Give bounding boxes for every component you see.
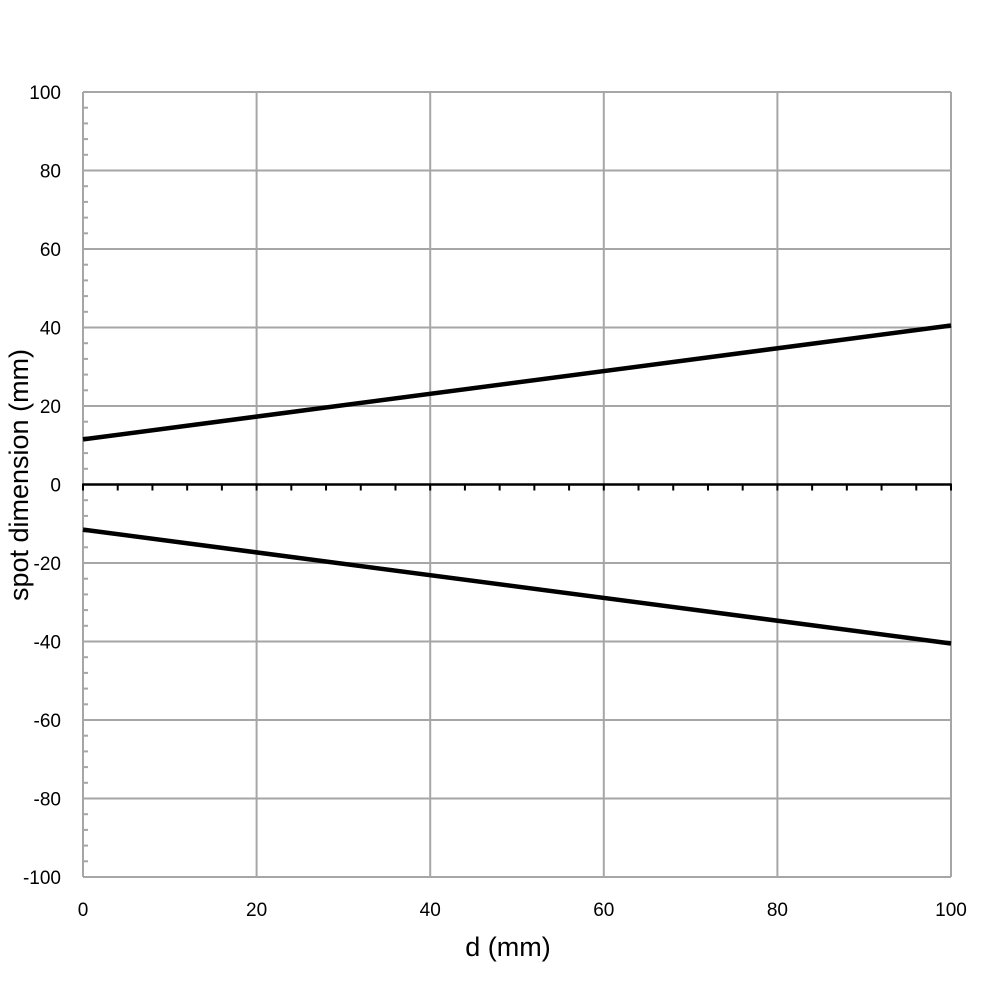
y-tick-labels: 100 80 60 40 20 0 -20 -40 -60 -80 -100 (23, 83, 61, 889)
x-tick-label: 80 (767, 900, 788, 921)
series-line (82, 527, 952, 646)
x-tick-label: 20 (246, 900, 267, 921)
y-tick-label: 80 (40, 162, 61, 183)
x-tick-labels: 0 20 40 60 80 100 (78, 900, 967, 921)
y-tick-label: 60 (40, 240, 61, 261)
x-tick-label: 100 (935, 900, 967, 921)
x-tick-label: 60 (593, 900, 614, 921)
y-tick-label: -100 (23, 868, 61, 889)
y-tick-label: 0 (50, 476, 61, 497)
y-tick-label: 40 (40, 319, 61, 340)
y-tick-label: -60 (34, 711, 61, 732)
zero-axis (82, 483, 952, 491)
x-tick-label: 40 (420, 900, 441, 921)
x-tick-label: 0 (78, 900, 89, 921)
series-line (82, 323, 952, 442)
x-axis-title: d (mm) (465, 932, 550, 962)
y-tick-label: -40 (34, 633, 61, 654)
y-tick-label: -20 (34, 554, 61, 575)
y-tick-label: 100 (29, 83, 61, 104)
y-tick-label: 20 (40, 397, 61, 418)
series-layer (82, 323, 952, 646)
y-tick-label: -80 (34, 790, 61, 811)
y-axis-title: spot dimension (mm) (4, 349, 34, 601)
